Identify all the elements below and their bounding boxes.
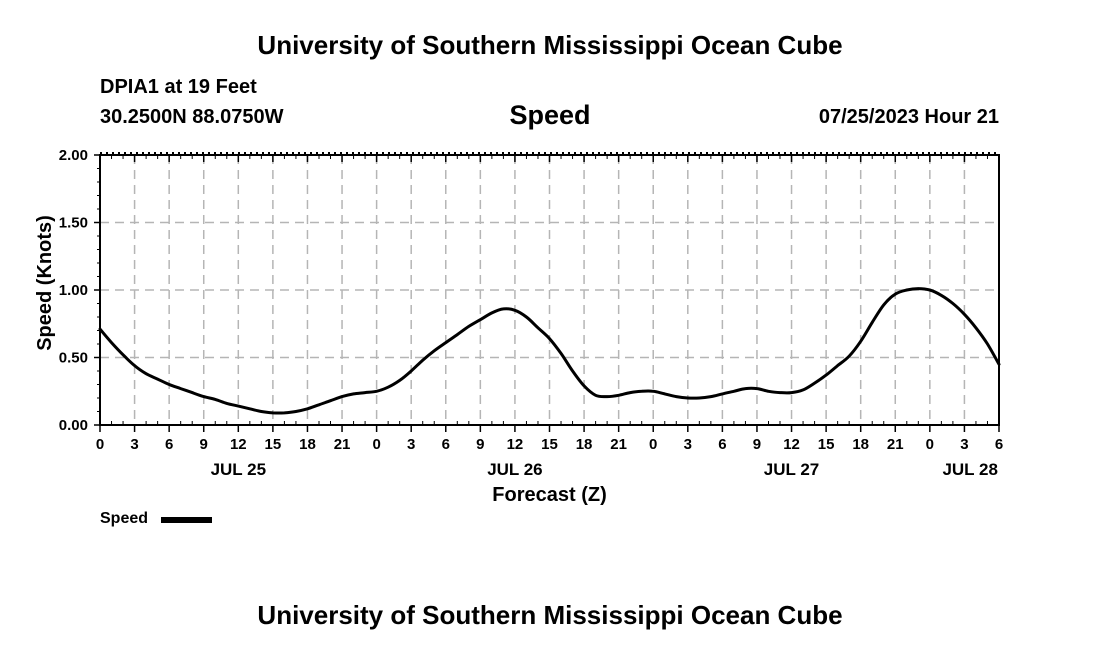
- y-tick-label: 0.00: [59, 417, 88, 434]
- y-axis-label: Speed (Knots): [34, 215, 56, 351]
- x-tick-label: 21: [334, 436, 351, 453]
- x-tick-label: 6: [995, 436, 1003, 453]
- x-tick-label: 15: [818, 436, 835, 453]
- x-tick-label: 6: [718, 436, 726, 453]
- x-tick-label: 3: [684, 436, 692, 453]
- day-labels: JUL 25 JUL 26 JUL 27 JUL 28: [211, 460, 998, 479]
- speed-series-line: [98, 287, 1001, 415]
- grid-lines: [100, 155, 999, 425]
- y-tick-labels: 0.00 0.50 1.00 1.50 2.00: [59, 147, 88, 434]
- x-axis-label: Forecast (Z): [492, 484, 606, 506]
- y-tick-label: 0.50: [59, 350, 88, 367]
- x-tick-label: 3: [130, 436, 138, 453]
- legend-swatch: [161, 517, 212, 523]
- parameter-title: Speed: [509, 100, 591, 130]
- day-label: JUL 28: [942, 460, 997, 479]
- x-tick-label: 18: [576, 436, 593, 453]
- plot-frame: [99, 154, 1000, 426]
- x-tick-label: 21: [610, 436, 627, 453]
- y-tick-label: 1.50: [59, 215, 88, 232]
- x-tick-label: 9: [200, 436, 208, 453]
- day-label: JUL 25: [211, 460, 266, 479]
- x-tick-label: 3: [960, 436, 968, 453]
- x-tick-label: 15: [541, 436, 558, 453]
- x-tick-label: 18: [299, 436, 316, 453]
- x-tick-label: 12: [783, 436, 800, 453]
- day-label: JUL 26: [487, 460, 542, 479]
- x-tick-label: 9: [753, 436, 761, 453]
- x-tick-label: 6: [165, 436, 173, 453]
- x-tick-label: 21: [887, 436, 904, 453]
- x-tick-labels: 0 3 6 9 12 15 18 21 0 3 6 9 12 15 18 21 0 3 6 9 12 15 18 21 0 3 6: [96, 436, 1003, 453]
- y-tick-label: 1.00: [59, 282, 88, 299]
- x-tick-label: 15: [265, 436, 282, 453]
- datetime-label: 07/25/2023 Hour 21: [818, 106, 999, 128]
- footer-title: University of Southern Mississippi Ocean…: [257, 600, 843, 630]
- axis-ticks: [94, 154, 1000, 432]
- x-tick-label: 12: [230, 436, 247, 453]
- station-label: DPIA1 at 19 Feet: [100, 76, 257, 98]
- x-tick-label: 0: [649, 436, 657, 453]
- x-tick-label: 0: [96, 436, 104, 453]
- legend-label: Speed: [100, 510, 149, 527]
- day-label: JUL 27: [764, 460, 819, 479]
- chart-title: University of Southern Mississippi Ocean…: [257, 30, 843, 60]
- x-tick-label: 6: [442, 436, 450, 453]
- y-tick-label: 2.00: [59, 147, 88, 164]
- coordinates-label: 30.2500N 88.0750W: [100, 106, 284, 128]
- x-tick-label: 3: [407, 436, 415, 453]
- x-tick-label: 18: [852, 436, 869, 453]
- x-tick-label: 9: [476, 436, 484, 453]
- x-tick-label: 0: [372, 436, 380, 453]
- x-tick-label: 12: [507, 436, 524, 453]
- x-tick-label: 0: [926, 436, 934, 453]
